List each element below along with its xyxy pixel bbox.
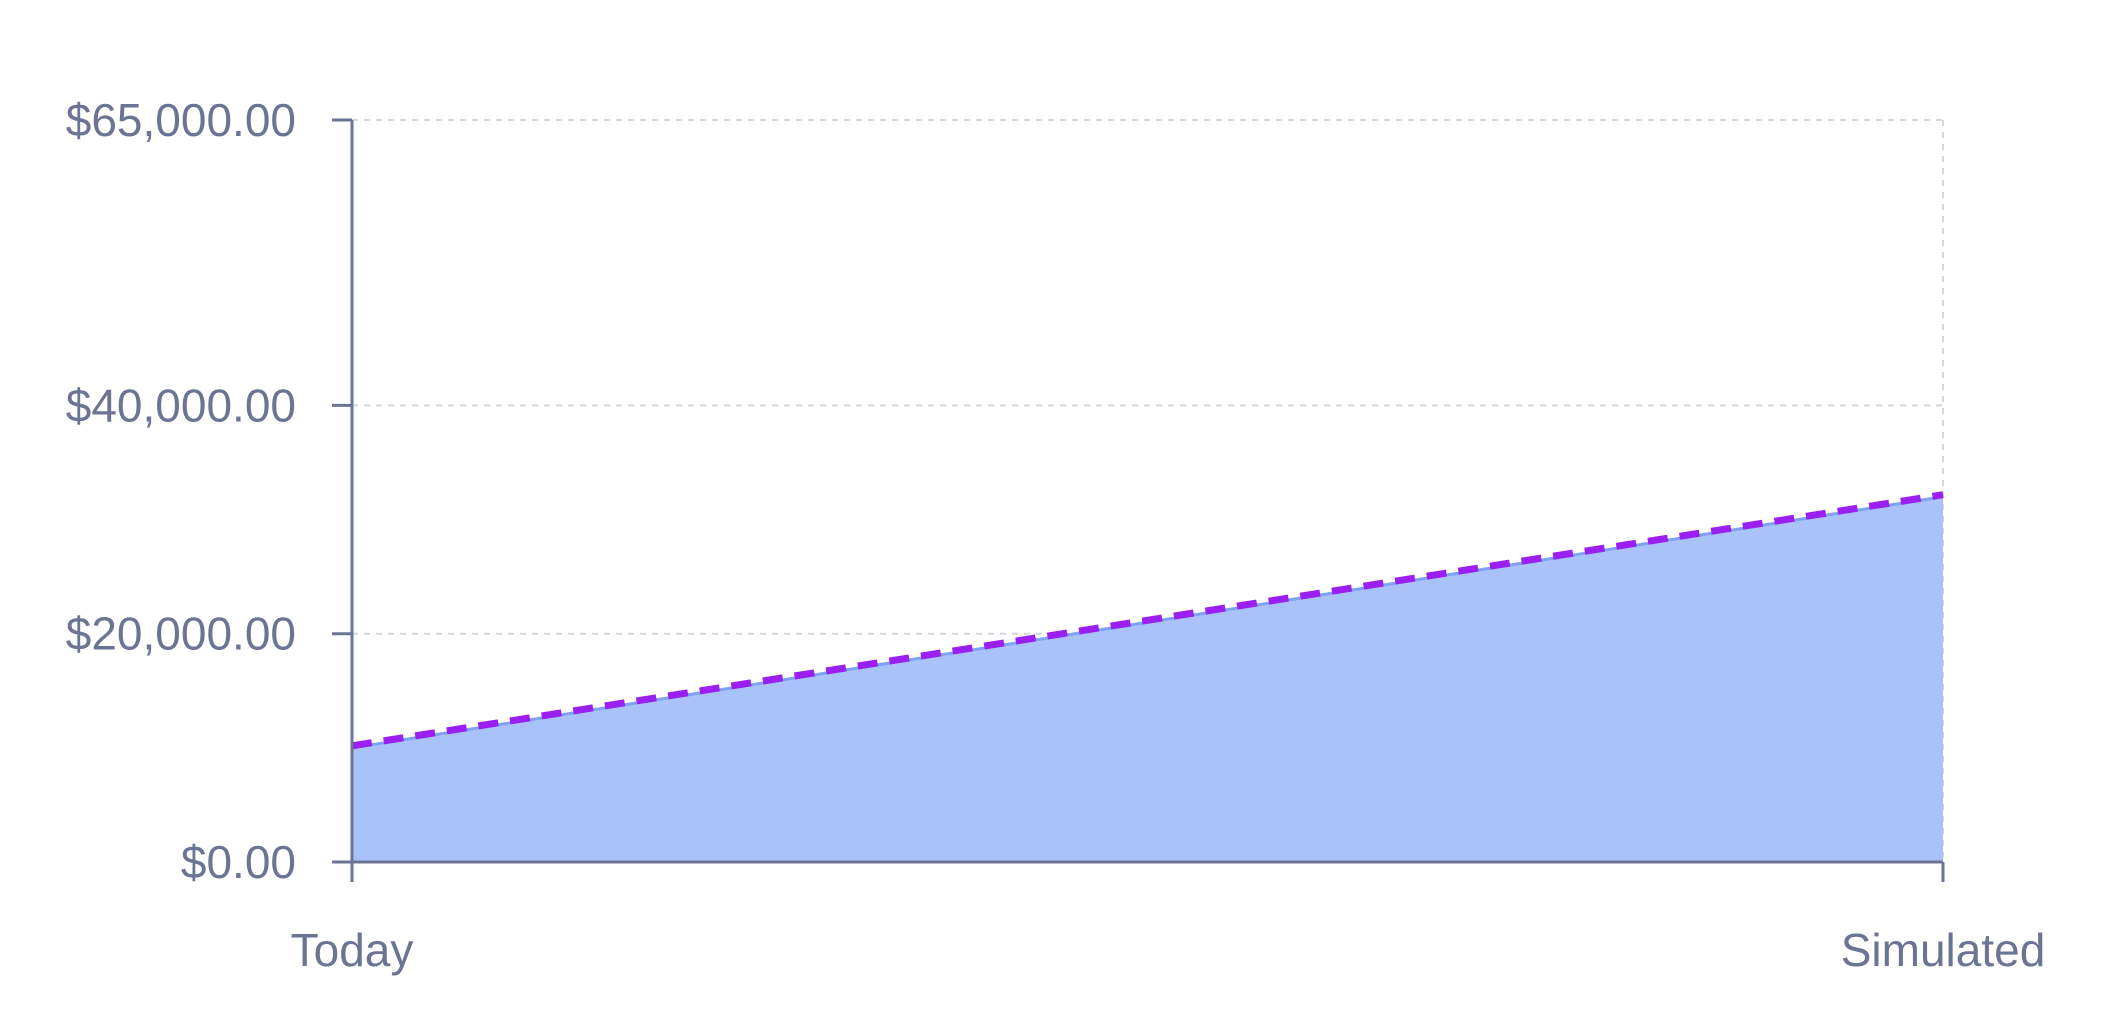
y-tick-label: $20,000.00 — [66, 608, 296, 660]
y-axis-labels: $0.00 $20,000.00 $40,000.00 $65,000.00 — [66, 94, 296, 888]
dashed-series-line — [351, 491, 1944, 750]
area-fill — [352, 496, 1943, 862]
y-tick-label: $65,000.00 — [66, 94, 296, 146]
x-tick-label: Simulated — [1841, 924, 2046, 976]
series-marks — [351, 491, 1944, 862]
axes — [332, 118, 1945, 882]
x-axis-labels: Today Simulated — [291, 924, 2046, 976]
y-tick-label: $40,000.00 — [66, 379, 296, 431]
y-tick-label: $0.00 — [181, 836, 296, 888]
x-tick-label: Today — [291, 924, 414, 976]
